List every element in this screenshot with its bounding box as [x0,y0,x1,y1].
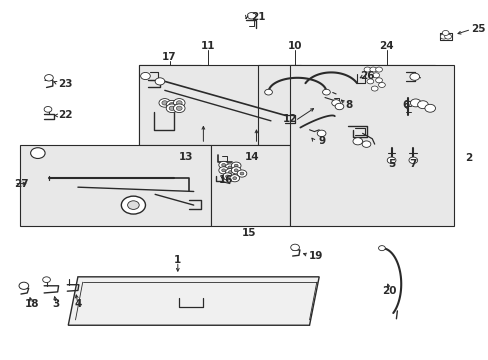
Circle shape [378,82,385,87]
Circle shape [234,169,238,172]
Circle shape [441,31,448,36]
Circle shape [408,157,417,163]
Text: 20: 20 [381,286,396,296]
Circle shape [375,78,382,83]
Circle shape [439,34,446,39]
Text: 8: 8 [345,100,352,110]
Circle shape [44,107,52,112]
Circle shape [237,170,246,177]
Circle shape [44,75,53,81]
Bar [211,145,290,226]
Circle shape [225,175,229,178]
Circle shape [362,141,370,147]
Text: 4: 4 [74,299,81,309]
Text: 27: 27 [14,179,29,189]
Text: 19: 19 [308,251,322,261]
Text: 14: 14 [245,152,260,162]
Circle shape [218,161,228,168]
Text: 15: 15 [242,228,256,238]
Text: 13: 13 [179,152,193,162]
Circle shape [234,164,238,167]
Circle shape [225,168,235,176]
Circle shape [290,244,299,251]
Circle shape [364,67,370,72]
Text: 17: 17 [162,52,177,62]
Bar [258,65,347,145]
Circle shape [141,72,150,80]
Text: 7: 7 [409,159,416,169]
Text: 21: 21 [250,12,264,22]
Bar [139,65,201,145]
Text: 25: 25 [470,24,485,35]
Circle shape [409,99,420,107]
Circle shape [166,104,178,113]
Circle shape [162,101,167,105]
Circle shape [264,89,272,95]
Circle shape [176,106,182,111]
Circle shape [229,175,239,182]
Circle shape [155,78,164,85]
Circle shape [444,34,450,39]
Text: 3: 3 [52,299,60,309]
Text: 1: 1 [174,255,181,265]
Circle shape [372,73,379,78]
Circle shape [231,167,241,174]
Circle shape [31,148,45,158]
Circle shape [42,277,50,283]
Circle shape [352,138,362,145]
Circle shape [386,157,395,163]
Bar [347,65,434,145]
Circle shape [159,99,170,107]
Circle shape [176,101,182,105]
Circle shape [221,163,225,166]
Text: 6: 6 [402,100,409,110]
Circle shape [334,103,343,110]
Circle shape [375,67,382,72]
Circle shape [224,164,234,171]
Circle shape [227,166,231,169]
Text: 5: 5 [387,159,394,169]
Text: 12: 12 [283,114,297,124]
Circle shape [231,162,241,169]
Circle shape [232,177,236,180]
Text: 2: 2 [464,153,471,163]
Circle shape [121,196,145,214]
Circle shape [221,169,225,172]
Circle shape [218,167,228,174]
Circle shape [370,86,377,91]
Circle shape [222,173,232,180]
Polygon shape [68,277,319,325]
Text: 9: 9 [317,136,325,145]
Text: 16: 16 [219,175,233,185]
Circle shape [369,67,376,72]
Bar [20,145,211,226]
Text: 26: 26 [360,71,374,81]
Circle shape [331,100,340,106]
Circle shape [127,201,139,210]
Circle shape [19,282,29,289]
Circle shape [378,246,385,251]
Text: 10: 10 [287,41,302,50]
Text: 22: 22 [58,111,72,121]
Circle shape [173,104,184,113]
Circle shape [228,171,232,174]
Text: 24: 24 [379,41,393,50]
Text: 23: 23 [58,79,72,89]
Circle shape [173,99,184,107]
Circle shape [424,104,435,112]
Bar [290,65,453,226]
Circle shape [317,130,325,136]
Circle shape [169,106,175,111]
Circle shape [166,100,178,109]
Circle shape [409,73,419,80]
Circle shape [247,13,255,19]
Circle shape [417,101,427,109]
Circle shape [322,89,329,95]
Circle shape [169,103,175,107]
Bar [139,65,300,145]
Circle shape [366,79,373,84]
Text: 18: 18 [25,299,39,309]
Circle shape [240,172,244,175]
Text: 11: 11 [201,41,215,50]
